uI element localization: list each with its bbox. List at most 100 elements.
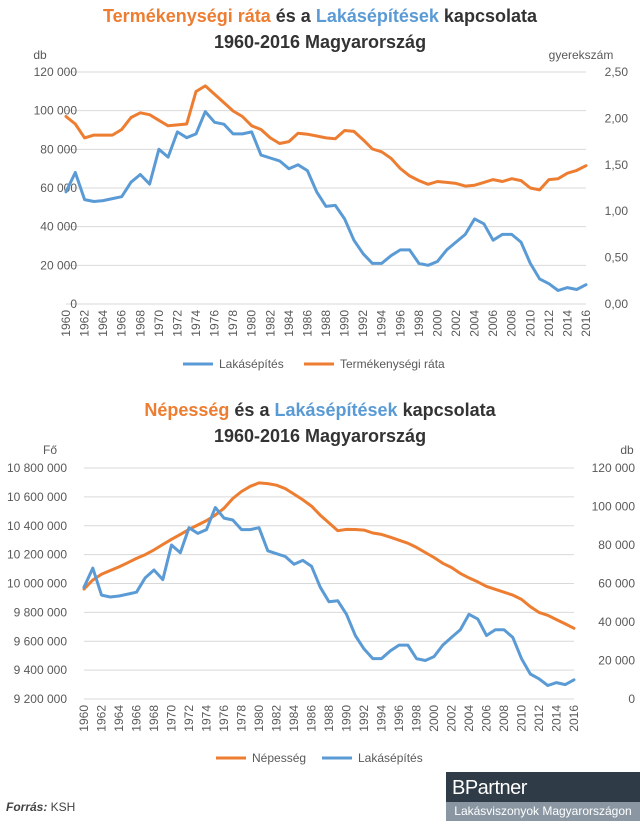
x-tick-label: 1996	[392, 705, 406, 732]
right-tick-label: 60 000	[598, 577, 635, 591]
x-tick-label: 2000	[430, 310, 444, 337]
x-tick-label: 1988	[319, 310, 333, 337]
source-label: Forrás:	[6, 800, 48, 814]
x-tick-label: 1980	[245, 310, 259, 337]
x-tick-label: 1990	[338, 310, 352, 337]
right-tick-label: 40 000	[598, 615, 635, 629]
chart1-title-housing: Lakásépítések	[315, 6, 439, 26]
x-tick-label: 1984	[287, 705, 301, 732]
x-tick-label: 1978	[226, 310, 240, 337]
x-tick-label: 2008	[497, 705, 511, 732]
brand-tagline: Lakásviszonyok Magyarországon	[446, 802, 640, 821]
series-line-lak-s-p-t-s	[82, 506, 576, 687]
chart1-right-unit: gyerekszám	[549, 48, 614, 62]
x-tick-label: 2012	[542, 310, 556, 337]
left-tick-label: 9 200 000	[14, 692, 68, 706]
x-tick-label: 1992	[357, 705, 371, 732]
left-tick-label: 100 000	[34, 104, 78, 118]
x-tick-label: 2004	[468, 310, 482, 337]
right-tick-label: 0,50	[605, 251, 629, 265]
x-tick-label: 2008	[505, 310, 519, 337]
x-tick-label: 1992	[356, 310, 370, 337]
series-line-lak-s-p-t-s	[64, 110, 588, 292]
chart2-legend-population-label: Népesség	[252, 751, 306, 765]
x-tick-label: 1998	[410, 705, 424, 732]
x-tick-label: 1990	[340, 705, 354, 732]
chart2-title-housing: Lakásépítések	[274, 400, 398, 420]
x-tick-label: 1984	[282, 310, 296, 337]
x-tick-label: 1972	[182, 705, 196, 732]
left-tick-label: 10 600 000	[7, 490, 67, 504]
left-tick-label: 10 200 000	[7, 548, 67, 562]
x-tick-label: 1986	[300, 310, 314, 337]
x-tick-label: 1974	[189, 310, 203, 337]
chart2-title-population: Népesség	[144, 400, 230, 420]
chart2-x-axis: 1960 1962 1964 1966 1968 1970 1972 1974 1976 1978…	[77, 705, 581, 732]
x-tick-label: 1986	[305, 705, 319, 732]
x-tick-label: 1970	[165, 705, 179, 732]
right-tick-label: 80 000	[598, 538, 635, 552]
brand-badge: BPartner Ingatlanműhely Lakásviszonyok M…	[446, 772, 640, 825]
chart1-legend-housing-label: Lakásépítés	[219, 357, 284, 371]
chart2-title-relation: kapcsolata	[397, 400, 496, 420]
chart1-legend: Lakásépítés Termékenységi ráta	[183, 357, 445, 371]
x-tick-label: 2004	[462, 705, 476, 732]
x-tick-label: 1968	[147, 705, 161, 732]
x-tick-label: 1962	[78, 310, 92, 337]
x-tick-label: 2006	[480, 705, 494, 732]
right-tick-label: 1,00	[605, 204, 629, 218]
x-tick-label: 2016	[579, 310, 593, 337]
x-tick-label: 1994	[375, 310, 389, 337]
x-tick-label: 1976	[208, 310, 222, 337]
chart1-title: Termékenységi ráta és a Lakásépítések ka…	[0, 3, 640, 29]
x-tick-label: 1994	[375, 705, 389, 732]
left-tick-label: 20 000	[40, 258, 77, 272]
x-tick-label: 1966	[115, 310, 129, 337]
right-tick-label: 20 000	[598, 654, 635, 668]
right-tick-label: 2,50	[605, 65, 629, 79]
x-tick-label: 2010	[523, 310, 537, 337]
chart1-title-relation: kapcsolata	[438, 6, 537, 26]
chart1-left-unit: db	[33, 48, 47, 62]
chart2-left-unit: Fő	[43, 443, 57, 457]
chart2-right-unit: db	[620, 443, 634, 457]
x-tick-label: 1960	[77, 705, 91, 732]
left-tick-label: 10 400 000	[7, 519, 67, 533]
x-tick-label: 2002	[449, 310, 463, 337]
series-line-n-pess-g	[82, 481, 576, 630]
right-tick-label: 2,00	[605, 111, 629, 125]
left-tick-label: 9 800 000	[14, 605, 68, 619]
x-tick-label: 1980	[252, 705, 266, 732]
x-tick-label: 1982	[270, 705, 284, 732]
chart1-right-axis: 0,00 0,50 1,00 1,50 2,00 2,50	[605, 65, 629, 311]
right-tick-label: 120 000	[592, 461, 636, 475]
x-tick-label: 2006	[486, 310, 500, 337]
x-tick-label: 2014	[560, 310, 574, 337]
chart1-title-and: és a	[270, 6, 316, 26]
right-tick-label: 100 000	[592, 500, 636, 514]
chart2-series	[82, 481, 576, 687]
chart2-legend: Népesség Lakásépítés	[216, 751, 423, 765]
chart2-grid	[84, 467, 574, 700]
chart2-plot: Fő db 9 200 000 9 400 000 9 600 000 9 800 0…	[7, 443, 636, 765]
x-tick-label: 1988	[322, 705, 336, 732]
chart1-title-fertility: Termékenységi ráta	[103, 6, 271, 26]
left-tick-label: 10 800 000	[7, 461, 67, 475]
x-tick-label: 1996	[393, 310, 407, 337]
right-tick-label: 1,50	[605, 158, 629, 172]
chart1-x-axis: 1960 1962 1964 1966 1968 1970 1972 1974 1976 1978…	[59, 310, 593, 337]
source-value: KSH	[47, 800, 76, 814]
left-tick-label: 0	[70, 297, 77, 311]
chart2-legend-housing-label: Lakásépítés	[358, 751, 423, 765]
x-tick-label: 1978	[235, 705, 249, 732]
left-tick-label: 9 600 000	[14, 634, 68, 648]
x-tick-label: 1964	[112, 705, 126, 732]
chart1-series	[64, 84, 588, 292]
x-tick-label: 1982	[263, 310, 277, 337]
x-tick-label: 1974	[200, 705, 214, 732]
x-tick-label: 1976	[217, 705, 231, 732]
x-tick-label: 2012	[532, 705, 546, 732]
chart2-left-axis: 9 200 000 9 400 000 9 600 000 9 800 000 10 0…	[7, 461, 67, 706]
series-line-term-kenys-gi-r-ta	[64, 84, 588, 192]
